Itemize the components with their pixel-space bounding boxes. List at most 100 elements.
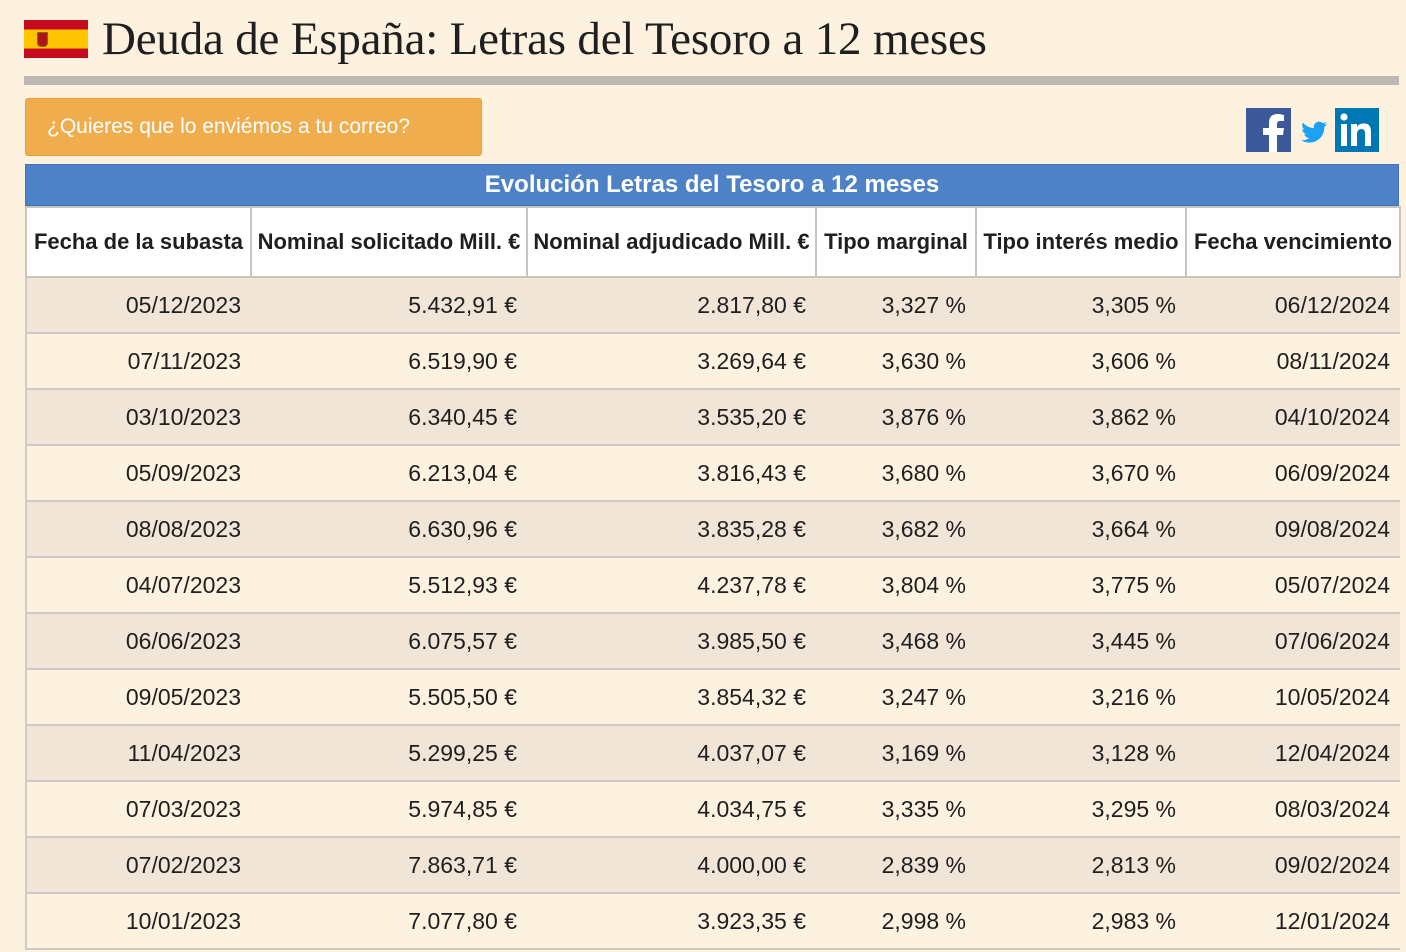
table-body: 05/12/2023 5.432,91 €2.817,80 €3,327 % 3,3… (25, 276, 1400, 950)
table-cell: 05/12/2023 (25, 276, 251, 334)
table-row: 07/03/2023 5.974,85 €4.034,75 €3,335 % 3,2… (25, 780, 1400, 838)
table-cell: 4.000,00 € (527, 836, 816, 894)
table-cell: 7.863,71 € (251, 836, 527, 894)
table-cell: 3,876 % (816, 388, 976, 446)
table-cell: 3,680 % (816, 444, 976, 502)
table-row: 11/04/2023 5.299,25 €4.037,07 €3,169 % 3,1… (25, 724, 1400, 782)
twitter-icon[interactable] (1297, 108, 1329, 152)
table-cell: 6.630,96 € (251, 500, 527, 558)
column-header: Nominal solicitado Mill. € (250, 206, 528, 278)
table-cell: 3,630 % (816, 332, 976, 390)
table-cell: 6.340,45 € (251, 388, 527, 446)
table-cell: 3,468 % (816, 612, 976, 670)
table-cell: 3.854,32 € (527, 668, 816, 726)
table-cell: 12/01/2024 (1186, 892, 1400, 950)
table-cell: 3,606 % (976, 332, 1186, 390)
table-cell: 08/11/2024 (1186, 332, 1400, 390)
column-header: Fecha de la subasta (25, 206, 252, 278)
page-header: Deuda de España: Letras del Tesoro a 12 … (24, 8, 987, 70)
table-row: 10/01/2023 7.077,80 €3.923,35 €2,998 % 2,9… (25, 892, 1400, 950)
table-cell: 3,804 % (816, 556, 976, 614)
table-row: 03/10/2023 6.340,45 €3.535,20 €3,876 % 3,8… (25, 388, 1400, 446)
column-header: Tipo marginal (815, 206, 977, 278)
table-cell: 5.974,85 € (251, 780, 527, 838)
table-cell: 08/03/2024 (1186, 780, 1400, 838)
table-cell: 3,295 % (976, 780, 1186, 838)
table-cell: 06/09/2024 (1186, 444, 1400, 502)
table-row: 07/02/2023 7.863,71 €4.000,00 €2,839 % 2,8… (25, 836, 1400, 894)
table-cell: 3,216 % (976, 668, 1186, 726)
table-cell: 07/02/2023 (25, 836, 251, 894)
table-cell: 10/05/2024 (1186, 668, 1400, 726)
table-cell: 3.985,50 € (527, 612, 816, 670)
table-cell: 3,775 % (976, 556, 1186, 614)
table-cell: 3.269,64 € (527, 332, 816, 390)
table-cell: 2,998 % (816, 892, 976, 950)
table-cell: 3,169 % (816, 724, 976, 782)
page-title: Deuda de España: Letras del Tesoro a 12 … (102, 13, 987, 65)
table-header-row: Fecha de la subasta Nominal solicitado M… (25, 206, 1401, 278)
table-cell: 04/07/2023 (25, 556, 251, 614)
table-cell: 2.817,80 € (527, 276, 816, 334)
table-cell: 06/06/2023 (25, 612, 251, 670)
table-cell: 3.535,20 € (527, 388, 816, 446)
table-caption: Evolución Letras del Tesoro a 12 meses (25, 164, 1399, 206)
table-cell: 09/05/2023 (25, 668, 251, 726)
table-cell: 6.213,04 € (251, 444, 527, 502)
table-cell: 3,305 % (976, 276, 1186, 334)
title-divider (24, 76, 1399, 85)
linkedin-icon[interactable] (1335, 108, 1379, 152)
table-cell: 4.037,07 € (527, 724, 816, 782)
table-row: 09/05/2023 5.505,50 €3.854,32 €3,247 % 3,2… (25, 668, 1400, 726)
spain-flag-icon (24, 20, 88, 58)
social-share-bar (1246, 108, 1379, 152)
table-cell: 4.034,75 € (527, 780, 816, 838)
table-cell: 04/10/2024 (1186, 388, 1400, 446)
table-cell: 3.835,28 € (527, 500, 816, 558)
table-cell: 07/06/2024 (1186, 612, 1400, 670)
table-row: 05/12/2023 5.432,91 €2.817,80 €3,327 % 3,3… (25, 276, 1400, 334)
table-cell: 3.923,35 € (527, 892, 816, 950)
table-cell: 3,682 % (816, 500, 976, 558)
table-cell: 3,335 % (816, 780, 976, 838)
table-cell: 3,327 % (816, 276, 976, 334)
table-cell: 09/08/2024 (1186, 500, 1400, 558)
table-cell: 3,670 % (976, 444, 1186, 502)
table-cell: 09/02/2024 (1186, 836, 1400, 894)
table-row: 06/06/2023 6.075,57 €3.985,50 €3,468 % 3,4… (25, 612, 1400, 670)
table-cell: 3,128 % (976, 724, 1186, 782)
table-cell: 6.075,57 € (251, 612, 527, 670)
table-cell: 6.519,90 € (251, 332, 527, 390)
table-cell: 05/09/2023 (25, 444, 251, 502)
table-cell: 2,983 % (976, 892, 1186, 950)
column-header: Nominal adjudicado Mill. € (526, 206, 817, 278)
column-header: Fecha vencimiento (1185, 206, 1401, 278)
auction-table: Fecha de la subasta Nominal solicitado M… (25, 206, 1401, 950)
table-cell: 3.816,43 € (527, 444, 816, 502)
table-cell: 5.505,50 € (251, 668, 527, 726)
table-row: 08/08/2023 6.630,96 €3.835,28 €3,682 % 3,6… (25, 500, 1400, 558)
table-row: 04/07/2023 5.512,93 €4.237,78 €3,804 % 3,7… (25, 556, 1400, 614)
table-cell: 3,862 % (976, 388, 1186, 446)
table-cell: 12/04/2024 (1186, 724, 1400, 782)
table-cell: 5.299,25 € (251, 724, 527, 782)
table-cell: 2,839 % (816, 836, 976, 894)
table-row: 05/09/2023 6.213,04 €3.816,43 €3,680 % 3,6… (25, 444, 1400, 502)
table-cell: 06/12/2024 (1186, 276, 1400, 334)
table-cell: 3,445 % (976, 612, 1186, 670)
table-cell: 5.512,93 € (251, 556, 527, 614)
auction-table-container: Evolución Letras del Tesoro a 12 meses F… (25, 164, 1401, 950)
email-subscribe-button[interactable]: ¿Quieres que lo enviémos a tu correo? (25, 98, 482, 156)
column-header: Tipo interés medio (975, 206, 1187, 278)
table-cell: 08/08/2023 (25, 500, 251, 558)
table-cell: 05/07/2024 (1186, 556, 1400, 614)
table-cell: 10/01/2023 (25, 892, 251, 950)
coat-of-arms-icon (37, 32, 48, 47)
table-cell: 03/10/2023 (25, 388, 251, 446)
facebook-icon[interactable] (1246, 108, 1291, 152)
table-cell: 3,664 % (976, 500, 1186, 558)
table-row: 07/11/2023 6.519,90 €3.269,64 €3,630 % 3,6… (25, 332, 1400, 390)
table-cell: 2,813 % (976, 836, 1186, 894)
table-cell: 07/03/2023 (25, 780, 251, 838)
table-cell: 4.237,78 € (527, 556, 816, 614)
